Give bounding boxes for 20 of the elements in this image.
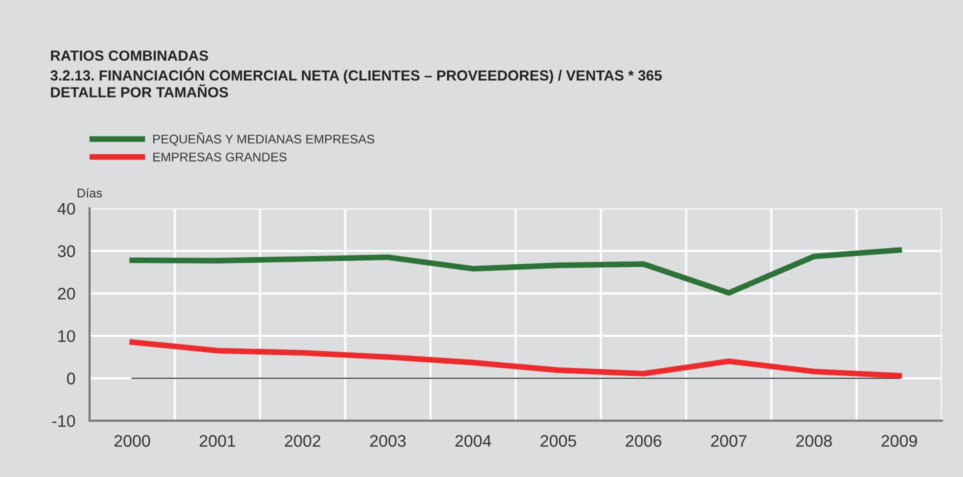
x-tick-label: 2003 <box>370 435 406 447</box>
x-tick-label: 2008 <box>796 435 832 447</box>
x-tick-label: 2001 <box>200 435 236 447</box>
x-tick-label: 2006 <box>626 435 662 447</box>
legend-label: EMPRESAS GRANDES <box>153 152 286 162</box>
x-tick-label: 2009 <box>882 435 917 447</box>
x-tick-label: 2007 <box>711 435 746 447</box>
legend-label: PEQUEÑAS Y MEDIANAS EMPRESAS <box>153 132 374 146</box>
y-tick-label: 0 <box>67 372 76 384</box>
y-tick-label: 10 <box>58 330 76 342</box>
x-tick-label: 2004 <box>455 435 492 447</box>
chart-title: RATIOS COMBINADAS 3.2.13. FINANCIACIÓN COMERCIAL NETA (CLIENTES – PROVEEDORES) / VENTAS * 365 DETALLE POR TAMAÑOS <box>50 50 662 98</box>
y-axis-title: Días <box>78 188 102 198</box>
y-tick-label: 30 <box>58 245 76 258</box>
y-tick-label: -10 <box>52 415 76 427</box>
x-tick-label: 2000 <box>114 435 150 447</box>
x-tick-label: 2005 <box>540 435 576 447</box>
y-tick-label: 40 <box>58 202 76 215</box>
x-tick-label: 2002 <box>284 435 320 447</box>
y-tick-label: 20 <box>58 288 76 300</box>
